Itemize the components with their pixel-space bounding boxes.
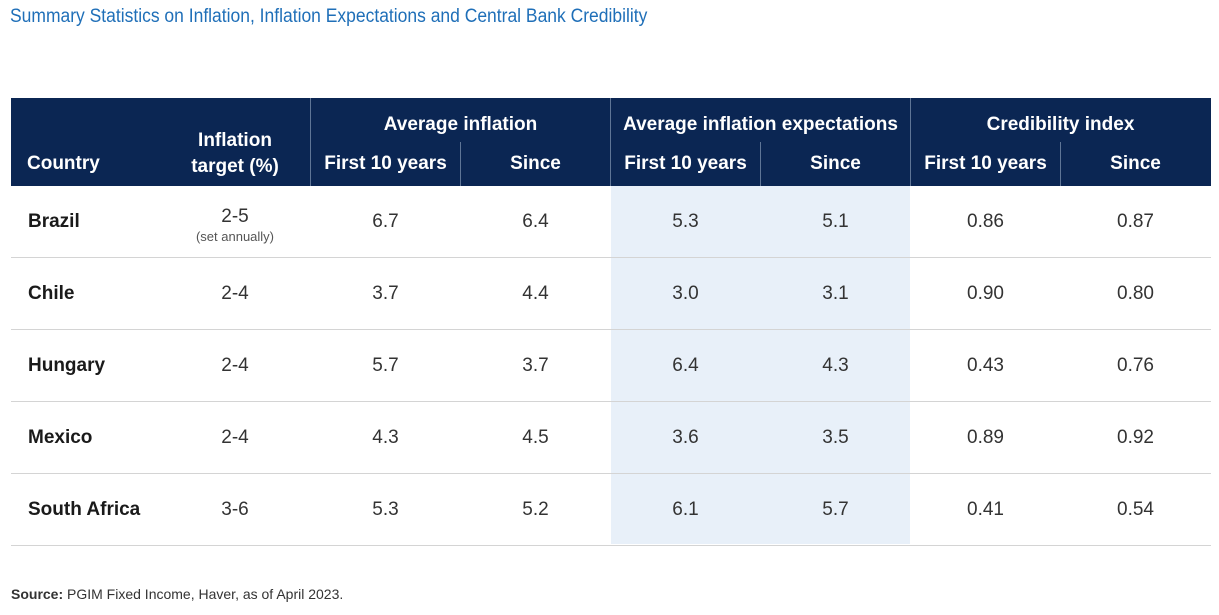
page-title: Summary Statistics on Inflation, Inflati… <box>10 6 648 27</box>
value-cell-exp-first: 5.3 <box>672 210 699 232</box>
source-label: Source: <box>11 586 64 602</box>
value-cell-cred-first: 0.90 <box>967 282 1004 304</box>
value-cell-exp-first: 3.0 <box>672 282 699 304</box>
header-divider <box>760 142 761 186</box>
header-country: Country <box>27 153 100 174</box>
value-cell-cred-since: 0.87 <box>1117 210 1154 232</box>
value-cell-inf-first: 3.7 <box>372 282 399 304</box>
value-cell-inf-since: 4.4 <box>522 282 549 304</box>
header-divider <box>460 142 461 186</box>
country-name: Brazil <box>28 210 80 232</box>
value-cell-inf-first: 6.7 <box>372 210 399 232</box>
table-row: Brazil 2-5 (set annually) 6.7 6.4 5.3 5.1 0.86 0… <box>11 186 1211 258</box>
inflation-target-value: 2-4 <box>221 426 249 448</box>
inflation-target-value: 3-6 <box>221 498 249 520</box>
inflation-target-cell: 2-4 <box>160 330 310 401</box>
value-cell-inf-first: 5.3 <box>372 498 399 520</box>
source-note: Source: PGIM Fixed Income, Haver, as of … <box>11 586 343 602</box>
header-exp-since: Since <box>810 153 861 174</box>
value-cell-exp-first: 3.6 <box>672 426 699 448</box>
table-row: South Africa 3-6 5.3 5.2 6.1 5.7 0.41 0.54 <box>11 474 1211 546</box>
value-cell-cred-first: 0.89 <box>967 426 1004 448</box>
value-cell-cred-first: 0.41 <box>967 498 1004 520</box>
inflation-target-cell: 2-4 <box>160 402 310 473</box>
header-cred-since: Since <box>1110 153 1161 174</box>
header-avg-inflation: Average inflation <box>383 114 538 135</box>
inflation-target-cell: 2-5 (set annually) <box>160 189 310 260</box>
table-row: Hungary 2-4 5.7 3.7 6.4 4.3 0.43 0.76 <box>11 330 1211 402</box>
value-cell-cred-first: 0.86 <box>967 210 1004 232</box>
value-cell-exp-since: 4.3 <box>822 354 849 376</box>
country-name: Hungary <box>28 354 106 376</box>
header-divider <box>310 98 311 186</box>
value-cell-cred-since: 0.92 <box>1117 426 1154 448</box>
table-header <box>11 98 1211 186</box>
header-inf-since: Since <box>510 153 561 174</box>
header-divider <box>910 98 911 186</box>
country-name: Chile <box>28 282 75 304</box>
header-divider <box>610 98 611 186</box>
country-name: Mexico <box>28 426 93 448</box>
header-target-line2: target (%) <box>191 156 279 177</box>
inflation-target-cell: 3-6 <box>160 474 310 545</box>
table-row: Chile 2-4 3.7 4.4 3.0 3.1 0.90 0.80 <box>11 258 1211 330</box>
header-divider <box>1060 142 1061 186</box>
header-cred-first10: First 10 years <box>924 153 1047 174</box>
value-cell-exp-since: 5.7 <box>822 498 849 520</box>
header-avg-expectations: Average inflation expectations <box>623 114 898 135</box>
value-cell-inf-since: 5.2 <box>522 498 549 520</box>
value-cell-exp-since: 3.1 <box>822 282 849 304</box>
header-target: Inflation target (%) <box>160 124 310 184</box>
value-cell-cred-since: 0.76 <box>1117 354 1154 376</box>
header-exp-first10: First 10 years <box>624 153 747 174</box>
value-cell-exp-since: 5.1 <box>822 210 849 232</box>
header-target-line1: Inflation <box>198 130 272 151</box>
value-cell-inf-first: 4.3 <box>372 426 399 448</box>
value-cell-exp-first: 6.4 <box>672 354 699 376</box>
inflation-target-value: 2-4 <box>221 282 249 304</box>
value-cell-cred-first: 0.43 <box>967 354 1004 376</box>
value-cell-inf-since: 6.4 <box>522 210 549 232</box>
value-cell-inf-first: 5.7 <box>372 354 399 376</box>
inflation-target-cell: 2-4 <box>160 258 310 329</box>
source-text: PGIM Fixed Income, Haver, as of April 20… <box>63 586 344 602</box>
header-inf-first10: First 10 years <box>324 153 447 174</box>
value-cell-inf-since: 3.7 <box>522 354 549 376</box>
inflation-target-value: 2-5 <box>221 205 249 227</box>
value-cell-cred-since: 0.54 <box>1117 498 1154 520</box>
value-cell-inf-since: 4.5 <box>522 426 549 448</box>
country-name: South Africa <box>28 498 141 520</box>
table-row: Mexico 2-4 4.3 4.5 3.6 3.5 0.89 0.92 <box>11 402 1211 474</box>
inflation-target-value: 2-4 <box>221 354 249 376</box>
value-cell-exp-since: 3.5 <box>822 426 849 448</box>
header-credibility: Credibility index <box>986 114 1135 135</box>
value-cell-cred-since: 0.80 <box>1117 282 1154 304</box>
expectations-highlight-band <box>611 186 910 544</box>
inflation-target-note: (set annually) <box>195 228 275 244</box>
value-cell-exp-first: 6.1 <box>672 498 699 520</box>
